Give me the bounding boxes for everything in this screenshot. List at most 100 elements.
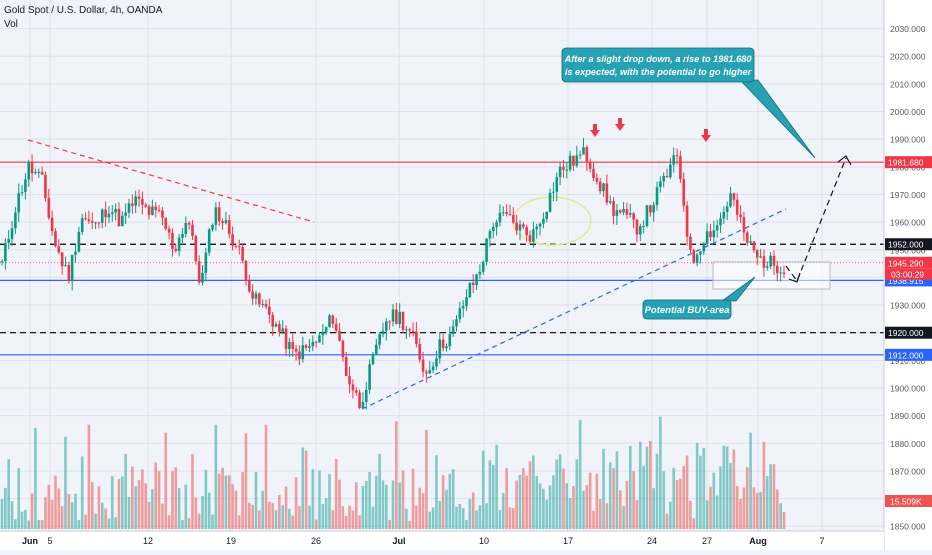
candle-body xyxy=(104,209,107,218)
candle-body xyxy=(54,231,57,247)
symbol-title[interactable]: Gold Spot / U.S. Dollar, 4h, OANDA xyxy=(4,5,163,16)
time-axis[interactable]: Jun 5 12 19 26 Jul 10 17 24 27 Aug 7 xyxy=(0,530,884,550)
x-tick-label: 5 xyxy=(47,536,52,546)
candle-body xyxy=(358,392,361,409)
y-tick-label: 1890.000 xyxy=(890,411,926,421)
expectation-callout[interactable]: After a slight drop down, a rise to 1981… xyxy=(561,47,816,159)
y-tick-label: 1900.000 xyxy=(890,384,926,394)
candle-body xyxy=(124,212,127,216)
volume-bar xyxy=(247,502,251,529)
x-tick-label: 24 xyxy=(647,536,657,546)
volume-bar xyxy=(421,493,425,529)
candle-body xyxy=(455,319,458,327)
volume-bar xyxy=(475,510,478,529)
level-price-tag xyxy=(885,326,932,339)
candle-body xyxy=(117,208,121,227)
candle-body xyxy=(441,339,445,349)
volume-bar xyxy=(451,469,455,529)
volume-bar xyxy=(488,460,492,529)
volume-bar xyxy=(187,518,191,529)
candle-body xyxy=(522,224,525,228)
volume-bar xyxy=(204,469,208,529)
volume-bar xyxy=(271,503,274,529)
y-tick-label: 2020.000 xyxy=(890,52,926,62)
volume-bar xyxy=(618,490,622,529)
candle-body xyxy=(258,293,261,305)
volume-bar xyxy=(70,502,74,529)
y-tick-label: 2000.000 xyxy=(890,107,926,117)
volume-bar xyxy=(722,445,726,529)
volume-bar xyxy=(548,485,552,529)
volume-bar xyxy=(755,492,759,529)
descending-trendline[interactable] xyxy=(27,139,315,223)
candle-body xyxy=(231,234,234,246)
candle-body xyxy=(181,233,184,238)
candle-body xyxy=(361,401,365,409)
candle-body xyxy=(498,212,502,223)
candle-body xyxy=(615,210,619,216)
candle-body xyxy=(161,210,164,218)
consolidation-ellipse[interactable] xyxy=(512,196,592,246)
volume-bar xyxy=(612,468,615,529)
volume-bar xyxy=(578,419,582,529)
volume-bar xyxy=(649,441,652,529)
candle-body xyxy=(759,256,762,258)
candle-body xyxy=(548,192,552,212)
y-tick-label: 1970.000 xyxy=(890,190,926,200)
chart-header: Gold Spot / U.S. Dollar, 4h, OANDA Vol xyxy=(4,4,162,32)
candle-body xyxy=(121,215,124,227)
candle-body xyxy=(495,222,498,228)
candle-body xyxy=(191,224,194,236)
volume-bar xyxy=(104,508,107,529)
candle-body xyxy=(27,162,31,180)
volume-bar xyxy=(458,503,462,529)
volume-bar xyxy=(17,468,21,529)
candle-body xyxy=(488,231,492,239)
volume-bar xyxy=(481,450,485,529)
ascending-trendline[interactable] xyxy=(361,208,787,410)
volume-bar xyxy=(24,509,27,529)
candle-body xyxy=(772,255,776,266)
volume-bar xyxy=(254,471,258,529)
candle-body xyxy=(24,179,27,193)
volume-value-text: 15.509K xyxy=(890,497,922,507)
expectation-callout-pointer xyxy=(739,79,816,159)
volume-bar xyxy=(94,513,97,529)
volume-bar xyxy=(632,471,635,529)
volume-legend[interactable]: Vol xyxy=(4,19,18,30)
candle-body xyxy=(699,251,702,255)
volume-bar xyxy=(418,487,422,529)
volume-bar xyxy=(582,490,585,529)
candle-body xyxy=(508,214,512,216)
peak-arrow-3 xyxy=(701,129,711,142)
candle-body xyxy=(765,266,769,268)
volume-bar xyxy=(552,475,555,529)
buy-area-rectangle[interactable] xyxy=(712,261,831,290)
volume-bar xyxy=(431,507,435,529)
candle-body xyxy=(244,260,248,281)
volume-bar xyxy=(779,503,782,529)
candle-body xyxy=(719,218,722,226)
candle-body xyxy=(14,212,17,229)
volume-bar xyxy=(461,508,465,529)
volume-bar xyxy=(37,520,41,529)
volume-bar xyxy=(715,495,719,529)
countdown-tag xyxy=(885,268,932,280)
candle-body xyxy=(438,339,442,359)
candle-body xyxy=(702,243,706,252)
volume-bar xyxy=(40,520,44,529)
y-tick-label: 1930.000 xyxy=(890,301,926,311)
volume-bar xyxy=(538,483,542,529)
volume-bar xyxy=(304,450,308,529)
candle-body xyxy=(475,274,478,285)
volume-bar xyxy=(401,470,405,529)
candle-body xyxy=(221,221,224,224)
buy-area-callout[interactable]: Potential BUY-area xyxy=(642,276,756,320)
volume-bar xyxy=(110,476,114,529)
volume-bar xyxy=(525,475,528,529)
candle-body xyxy=(685,205,689,237)
candle-body xyxy=(34,172,37,174)
candle-body xyxy=(207,229,211,253)
